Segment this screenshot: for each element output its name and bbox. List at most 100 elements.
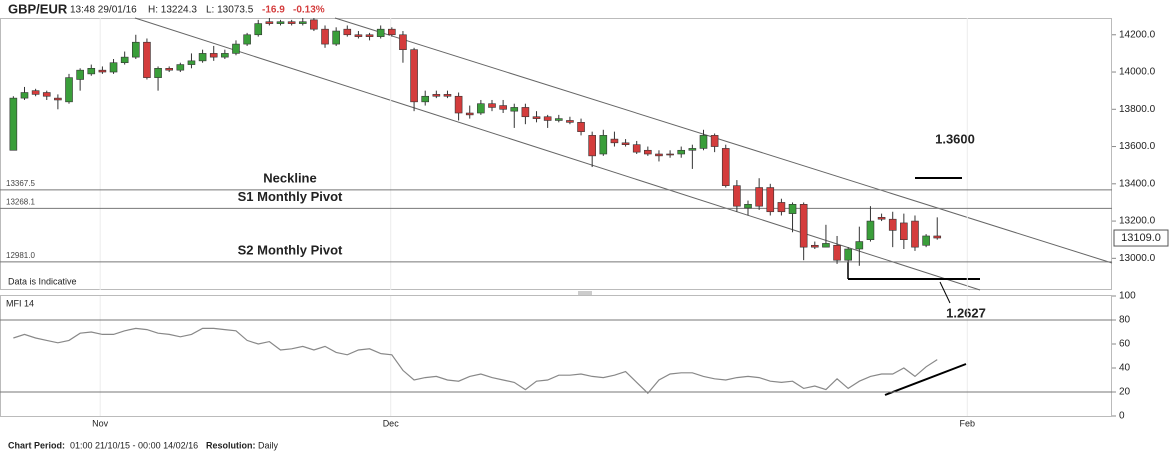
candle-body bbox=[632, 144, 641, 153]
candle-body bbox=[76, 69, 84, 80]
annotation: 1.2627 bbox=[946, 305, 986, 320]
candle-body bbox=[710, 135, 719, 147]
candle-body bbox=[42, 92, 51, 97]
candle-body bbox=[510, 107, 519, 112]
candle-body bbox=[87, 68, 96, 75]
candle-body bbox=[721, 148, 730, 186]
mfi-title: MFI 14 bbox=[6, 298, 34, 308]
candle-body bbox=[877, 217, 886, 220]
candle-body bbox=[187, 60, 196, 65]
channel-lower bbox=[134, 17, 981, 291]
candle-body bbox=[666, 153, 674, 156]
level-name: S2 Monthly Pivot bbox=[238, 242, 343, 257]
candle-body bbox=[499, 105, 507, 110]
candle-body bbox=[276, 21, 285, 24]
candle-body bbox=[744, 204, 752, 209]
candle-body bbox=[855, 241, 864, 250]
candle-body bbox=[866, 220, 875, 240]
candle-body bbox=[888, 218, 897, 231]
candle-body bbox=[599, 135, 608, 155]
change-pct: -0.13% bbox=[293, 5, 325, 16]
y-tick-label: 14200.0 bbox=[1119, 29, 1156, 40]
candle-body bbox=[465, 112, 474, 116]
candle-body bbox=[488, 103, 496, 108]
y-tick-label: 80 bbox=[1119, 315, 1131, 326]
candle-body bbox=[243, 34, 251, 45]
y-tick-label: 20 bbox=[1119, 387, 1131, 398]
candle-body bbox=[410, 49, 418, 103]
y-tick-label: 14000.0 bbox=[1119, 67, 1156, 78]
candle-body bbox=[933, 235, 942, 239]
candle-body bbox=[388, 28, 396, 36]
candle-body bbox=[332, 30, 340, 45]
low: L: 13073.5 bbox=[206, 5, 254, 16]
candle-body bbox=[688, 148, 697, 151]
channel-upper bbox=[334, 17, 1113, 264]
candle-body bbox=[321, 28, 329, 45]
candle-body bbox=[209, 53, 218, 58]
candle-body bbox=[833, 244, 841, 261]
candle-body bbox=[54, 97, 62, 101]
candle-body bbox=[198, 53, 207, 62]
level-name: Neckline bbox=[263, 170, 316, 185]
candle-body bbox=[822, 243, 830, 248]
candle-body bbox=[733, 185, 741, 207]
level-value: 13367.5 bbox=[6, 179, 35, 188]
candle-body bbox=[165, 68, 173, 71]
candle-body bbox=[655, 153, 663, 157]
candle-body bbox=[31, 90, 40, 95]
candle-body bbox=[554, 118, 563, 121]
candle-body bbox=[911, 220, 919, 248]
splitter[interactable] bbox=[578, 291, 592, 295]
y-tick-label: 13600.0 bbox=[1119, 141, 1156, 152]
candle-body bbox=[298, 21, 307, 24]
x-tick-label: Dec bbox=[383, 418, 400, 428]
candle-body bbox=[354, 34, 363, 37]
mfi-line bbox=[13, 327, 938, 395]
level-name: S1 Monthly Pivot bbox=[238, 189, 343, 204]
last-price-label: 13109.0 bbox=[1121, 232, 1161, 244]
high: H: 13224.3 bbox=[148, 5, 197, 16]
x-tick-label: Nov bbox=[92, 418, 109, 428]
candle-body bbox=[443, 94, 452, 97]
note: Data is Indicative bbox=[8, 276, 77, 286]
candle-body bbox=[287, 21, 296, 24]
candle-body bbox=[777, 202, 786, 213]
level-value: 13268.1 bbox=[6, 197, 35, 206]
y-tick-label: 13200.0 bbox=[1119, 216, 1156, 227]
y-tick-label: 13400.0 bbox=[1119, 178, 1156, 189]
candle-body bbox=[577, 122, 585, 132]
y-tick-label: 0 bbox=[1119, 411, 1125, 422]
candle-body bbox=[610, 138, 619, 144]
candle-body bbox=[454, 95, 463, 114]
footer-resolution: Daily bbox=[258, 440, 279, 450]
y-tick-label: 40 bbox=[1119, 363, 1131, 374]
candle-body bbox=[810, 244, 819, 248]
candle-body bbox=[844, 248, 852, 261]
candle-body bbox=[265, 21, 274, 24]
low-pointer bbox=[939, 281, 951, 304]
change: -16.9 bbox=[262, 5, 285, 16]
candle-body bbox=[232, 43, 240, 54]
y-tick-label: 13000.0 bbox=[1119, 253, 1156, 264]
footer-period: 01:00 21/10/15 - 00:00 14/02/16 bbox=[70, 440, 198, 450]
footer-label: Chart Period: bbox=[8, 440, 65, 450]
candle-body bbox=[900, 222, 908, 240]
time: 13:48 29/01/16 bbox=[70, 5, 137, 16]
mfi-panel bbox=[0, 295, 1112, 417]
candle-body bbox=[532, 116, 541, 119]
candle-body bbox=[131, 41, 140, 58]
y-tick-label: 100 bbox=[1119, 291, 1136, 302]
candle-body bbox=[922, 235, 930, 246]
candle-body bbox=[176, 64, 185, 71]
level-value: 12981.0 bbox=[6, 251, 35, 260]
candle-body bbox=[9, 97, 18, 151]
annotation: 1.3600 bbox=[935, 131, 975, 146]
candle-body bbox=[766, 187, 775, 213]
candle-body bbox=[543, 116, 552, 121]
candle-body bbox=[755, 187, 763, 207]
candle-body bbox=[65, 77, 73, 103]
mfi-trendline bbox=[884, 363, 967, 396]
candle-body bbox=[788, 204, 797, 214]
